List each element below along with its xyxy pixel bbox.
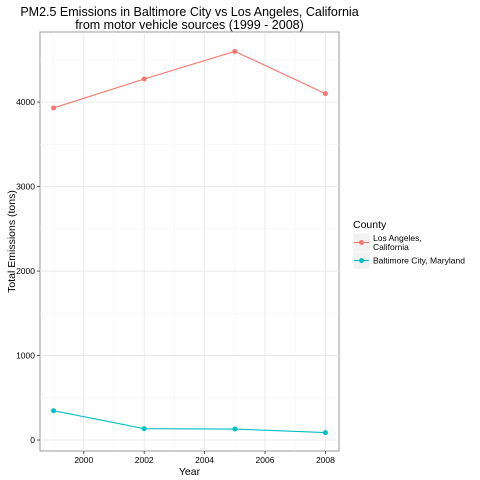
legend-title: County [353, 219, 387, 231]
series-line-0 [53, 50, 326, 109]
x-tick-label: 2006 [256, 455, 275, 465]
y-tick-label: 3000 [16, 182, 35, 192]
x-axis: 2000 2002 2004 2006 2008 [74, 451, 335, 465]
data-point [141, 426, 147, 432]
series-line-1 [53, 410, 326, 434]
y-tick-label: 1000 [16, 351, 35, 361]
chart-title-line: PM2.5 Emissions in Baltimore City vs Los… [20, 5, 358, 19]
legend-key-point [359, 240, 364, 245]
legend-key-point [359, 258, 364, 263]
chart-title-line: from motor vehicle sources (1999 - 2008) [75, 18, 304, 32]
plot-panel [39, 31, 340, 452]
legend: County Los Angeles,California Baltimore C… [352, 219, 465, 270]
y-tick-label: 2000 [16, 266, 35, 276]
data-point [141, 76, 147, 82]
data-point [51, 105, 57, 111]
x-tick-label: 2000 [74, 455, 93, 465]
data-point [232, 48, 238, 54]
series-layer [51, 48, 328, 436]
data-point [51, 408, 57, 414]
legend-label: Los Angeles, [373, 233, 422, 243]
y-axis-label: Total Emissions (tons) [6, 190, 18, 293]
y-axis: 0 1000 2000 3000 4000 [16, 97, 40, 445]
data-point [322, 430, 328, 436]
legend-label: California [373, 242, 409, 252]
y-tick-label: 0 [30, 435, 35, 445]
legend-label: Baltimore City, Maryland [373, 256, 465, 266]
x-tick-label: 2002 [135, 455, 154, 465]
chart-title: PM2.5 Emissions in Baltimore City vs Los… [20, 5, 358, 32]
x-tick-label: 2008 [316, 455, 335, 465]
x-axis-label: Year [179, 466, 201, 478]
data-point [232, 426, 238, 432]
data-point [322, 91, 328, 97]
major-grid [40, 32, 339, 451]
y-tick-label: 4000 [16, 97, 35, 107]
x-tick-label: 2004 [195, 455, 214, 465]
